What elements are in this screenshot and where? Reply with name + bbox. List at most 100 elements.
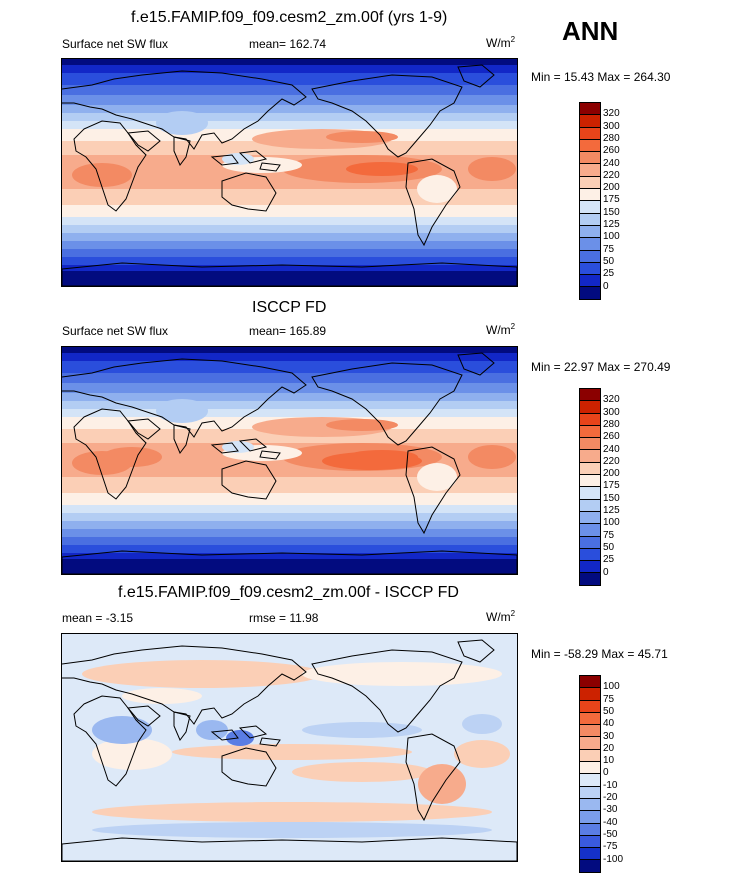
colorbar-tick-label: -20 bbox=[603, 792, 618, 803]
colorbar-segment bbox=[580, 774, 600, 787]
map-diff bbox=[61, 633, 518, 862]
minmax-label: Min = 22.97 Max = 270.49 bbox=[531, 360, 671, 374]
colorbar-tick-label: -30 bbox=[603, 804, 618, 816]
colorbar-segment bbox=[580, 462, 600, 476]
colorbar-tick-label: 200 bbox=[603, 182, 620, 194]
colorbar-segment bbox=[580, 275, 600, 288]
colorbar-segment bbox=[580, 438, 600, 451]
colorbar-segment bbox=[580, 413, 600, 426]
colorbar-tick-label: 10 bbox=[603, 755, 615, 767]
colorbar-tick-label: 280 bbox=[603, 418, 620, 430]
mean-label: mean = -3.15 bbox=[62, 611, 134, 625]
colorbar-segment bbox=[580, 860, 600, 872]
colorbar-tick-label: 0 bbox=[603, 566, 609, 578]
panel-title: f.e15.FAMIP.f09_f09.cesm2_zm.00f - ISCCP… bbox=[118, 584, 459, 601]
colorbar-tick-label: -75 bbox=[603, 841, 618, 853]
mean-label: mean= 165.89 bbox=[249, 324, 327, 338]
colorbar-segment bbox=[580, 176, 600, 190]
colorbar-tick-label: 125 bbox=[603, 505, 620, 516]
colorbar-segment bbox=[580, 511, 600, 525]
colorbar-tick-label: 75 bbox=[603, 693, 615, 705]
colorbar-tick-label: 75 bbox=[603, 529, 615, 541]
colorbar-segment bbox=[580, 762, 600, 775]
units-label: W/m2 bbox=[486, 609, 516, 624]
colorbar-tick-label: 25 bbox=[603, 268, 615, 280]
colorbar-tick-label: 0 bbox=[603, 767, 609, 779]
colorbar-segment bbox=[580, 848, 600, 861]
colorbar-segment bbox=[580, 238, 600, 251]
colorbar-segment bbox=[580, 139, 600, 153]
colorbar-tick-label: 300 bbox=[603, 406, 620, 418]
colorbar-segment bbox=[580, 786, 600, 799]
colorbar-segment bbox=[580, 189, 600, 202]
colorbar-tick-label: 100 bbox=[603, 231, 620, 243]
colorbar-tick-label: 125 bbox=[603, 219, 620, 230]
colorbar-tick-label: 300 bbox=[603, 120, 620, 132]
colorbar-tick-label: 175 bbox=[603, 480, 620, 492]
colorbar-segment bbox=[580, 401, 600, 414]
colorbar-segment bbox=[580, 536, 600, 549]
colorbar-segment bbox=[580, 164, 600, 177]
colorbar-tick-label: 100 bbox=[603, 681, 620, 693]
colorbar-segment bbox=[580, 749, 600, 763]
colorbar-segment bbox=[580, 524, 600, 537]
map-model bbox=[61, 58, 518, 287]
colorbar-tick-label: 175 bbox=[603, 194, 620, 206]
colorbar-segment bbox=[580, 250, 600, 263]
colorbar-segment bbox=[580, 213, 600, 226]
colorbar-tick-label: 50 bbox=[603, 255, 615, 267]
colorbar-tick-label: 240 bbox=[603, 443, 620, 455]
colorbar-obs: 320 300 280 260 240 220 200 175 150 125 100 75 50 25 0 bbox=[579, 388, 620, 586]
colorbar-tick-label: 50 bbox=[603, 705, 615, 717]
colorbar-tick-label: 20 bbox=[603, 742, 615, 754]
panel-title: ISCCP FD bbox=[252, 299, 327, 316]
colorbar-tick-label: 200 bbox=[603, 468, 620, 480]
colorbar-segment bbox=[580, 725, 600, 738]
variable-label: Surface net SW flux bbox=[62, 37, 169, 51]
colorbar-segment bbox=[580, 811, 600, 824]
colorbar-segment bbox=[580, 835, 600, 849]
colorbar-tick-label: 260 bbox=[603, 431, 620, 443]
colorbar-tick-label: 320 bbox=[603, 108, 620, 120]
colorbar-segment bbox=[580, 115, 600, 128]
minmax-label: Min = -58.29 Max = 45.71 bbox=[531, 647, 668, 661]
mean-label: mean= 162.74 bbox=[249, 37, 327, 51]
units-label: W/m2 bbox=[486, 35, 516, 50]
colorbar-segment bbox=[580, 103, 600, 116]
colorbar-tick-label: 25 bbox=[603, 554, 615, 566]
colorbar-tick-label: 30 bbox=[603, 730, 615, 742]
colorbar-tick-label: 50 bbox=[603, 541, 615, 553]
colorbar-segment bbox=[580, 487, 600, 500]
colorbar-segment bbox=[580, 201, 600, 214]
colorbar-segment bbox=[580, 823, 600, 836]
colorbar-segment bbox=[580, 450, 600, 463]
colorbar-segment bbox=[580, 573, 600, 585]
colorbar-segment bbox=[580, 425, 600, 439]
colorbar-segment bbox=[580, 688, 600, 701]
colorbar-segment bbox=[580, 676, 600, 689]
colorbar-model: 320 300 280 260 240 220 200 175 150 125 100 75 50 25 0 bbox=[579, 102, 620, 300]
variable-label: Surface net SW flux bbox=[62, 324, 169, 338]
colorbar-tick-label: 240 bbox=[603, 157, 620, 169]
colorbar-segment bbox=[580, 798, 600, 812]
colorbar-tick-label: 100 bbox=[603, 517, 620, 529]
colorbar-segment bbox=[580, 287, 600, 299]
colorbar-tick-label: -50 bbox=[603, 828, 618, 840]
colorbar-tick-label: 280 bbox=[603, 132, 620, 144]
map-obs bbox=[61, 346, 518, 575]
colorbar-tick-label: -100 bbox=[603, 853, 624, 865]
colorbar-segment bbox=[580, 712, 600, 726]
colorbar-segment bbox=[580, 262, 600, 276]
units-label: W/m2 bbox=[486, 322, 516, 337]
minmax-label: Min = 15.43 Max = 264.30 bbox=[531, 70, 671, 84]
colorbar-tick-label: 40 bbox=[603, 718, 615, 730]
colorbar-tick-label: 150 bbox=[603, 492, 620, 504]
colorbar-tick-label: -10 bbox=[603, 779, 618, 791]
colorbar-tick-label: 220 bbox=[603, 169, 620, 181]
colorbar-segment bbox=[580, 127, 600, 140]
colorbar-tick-label: 75 bbox=[603, 243, 615, 255]
colorbar-segment bbox=[580, 700, 600, 713]
colorbar-segment bbox=[580, 152, 600, 165]
colorbar-tick-label: 260 bbox=[603, 145, 620, 157]
colorbar-segment bbox=[580, 499, 600, 512]
